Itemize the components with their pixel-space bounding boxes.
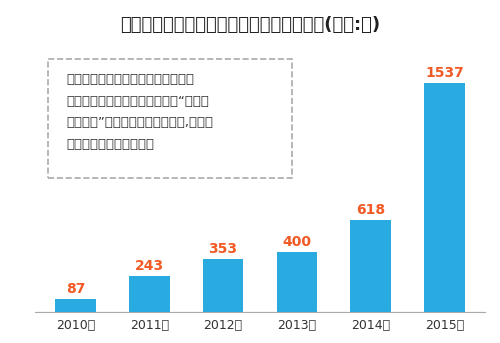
Text: 国家电网将在两纵两横一环高速公路
城际快速网络的基础上加速建设“七纵四
横两网格”高速公路快速充电网络,用以保
障电动汽车的快速发展。: 国家电网将在两纵两横一环高速公路 城际快速网络的基础上加速建设“七纵四 横两网格… <box>66 73 213 151</box>
Text: 国家电网电动汽车集中式充换电站建设一览(单位:座): 国家电网电动汽车集中式充换电站建设一览(单位:座) <box>120 16 380 34</box>
Bar <box>203 259 243 312</box>
Bar <box>56 299 96 312</box>
Text: 618: 618 <box>356 203 385 217</box>
Bar <box>276 252 317 312</box>
Text: 1537: 1537 <box>425 66 464 80</box>
Text: 400: 400 <box>282 235 312 249</box>
FancyBboxPatch shape <box>48 59 292 178</box>
Bar <box>129 276 170 312</box>
Text: 87: 87 <box>66 282 86 296</box>
Bar <box>350 220 391 312</box>
Text: 243: 243 <box>135 259 164 273</box>
Text: 353: 353 <box>208 243 238 257</box>
Bar <box>424 83 465 312</box>
